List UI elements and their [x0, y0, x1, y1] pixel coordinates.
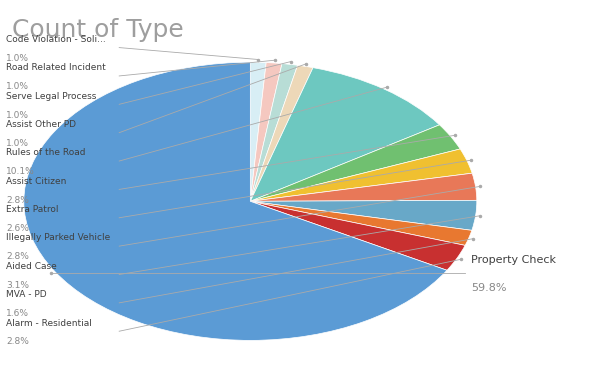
- Text: Rules of the Road: Rules of the Road: [6, 148, 85, 157]
- Wedge shape: [250, 68, 439, 201]
- Text: Road Related Incident: Road Related Incident: [6, 63, 105, 72]
- Wedge shape: [24, 62, 447, 340]
- Text: 59.8%: 59.8%: [471, 284, 507, 294]
- Wedge shape: [250, 201, 472, 245]
- Wedge shape: [250, 201, 465, 270]
- Text: Assist Citizen: Assist Citizen: [6, 177, 66, 186]
- Text: 2.8%: 2.8%: [6, 253, 29, 261]
- Text: MVA - PD: MVA - PD: [6, 290, 46, 299]
- Text: Code Violation - Soli...: Code Violation - Soli...: [6, 35, 105, 44]
- Text: Aided Case: Aided Case: [6, 262, 57, 271]
- Text: Property Check: Property Check: [471, 255, 556, 265]
- Wedge shape: [250, 65, 313, 201]
- Text: 10.1%: 10.1%: [6, 167, 35, 176]
- Text: 1.6%: 1.6%: [6, 309, 29, 318]
- Text: Serve Legal Process: Serve Legal Process: [6, 92, 97, 101]
- Wedge shape: [250, 62, 266, 201]
- Text: 2.8%: 2.8%: [6, 195, 29, 205]
- Text: 3.1%: 3.1%: [6, 281, 29, 290]
- Wedge shape: [250, 200, 477, 230]
- Text: 2.8%: 2.8%: [6, 337, 29, 347]
- Text: Count of Type: Count of Type: [12, 18, 184, 42]
- Wedge shape: [250, 64, 297, 201]
- Text: Extra Patrol: Extra Patrol: [6, 205, 58, 214]
- Text: 1.0%: 1.0%: [6, 54, 29, 63]
- Text: Alarm - Residential: Alarm - Residential: [6, 318, 92, 328]
- Text: Assist Other PD: Assist Other PD: [6, 120, 76, 129]
- Wedge shape: [250, 173, 477, 201]
- Text: 1.0%: 1.0%: [6, 82, 29, 91]
- Wedge shape: [250, 63, 282, 201]
- Text: 1.0%: 1.0%: [6, 111, 29, 120]
- Wedge shape: [250, 125, 460, 201]
- Text: 2.6%: 2.6%: [6, 224, 29, 233]
- Wedge shape: [250, 149, 472, 201]
- Text: Illegally Parked Vehicle: Illegally Parked Vehicle: [6, 234, 110, 242]
- Text: 1.0%: 1.0%: [6, 139, 29, 148]
